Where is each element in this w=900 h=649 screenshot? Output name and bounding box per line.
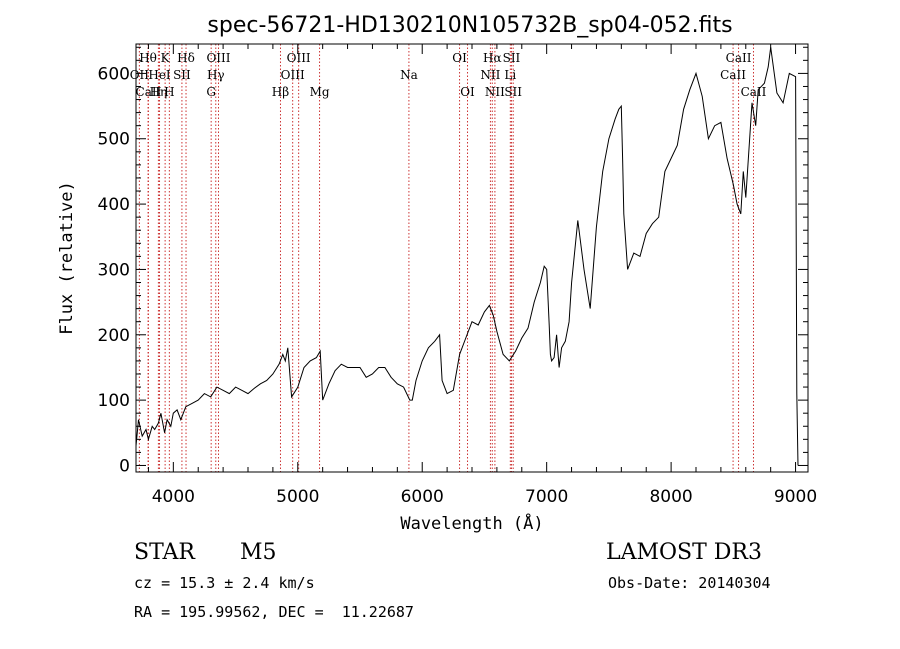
line-label: OII bbox=[130, 68, 150, 82]
line-label: CaII bbox=[720, 68, 746, 82]
y-tick-label: 600 bbox=[98, 64, 130, 84]
line-label: Hθ bbox=[139, 51, 157, 65]
y-tick-label: 200 bbox=[98, 326, 130, 346]
y-tick-label: 400 bbox=[98, 195, 130, 215]
survey-label: LAMOST DR3 bbox=[606, 540, 762, 565]
line-label: OI bbox=[460, 85, 475, 99]
x-tick-label: 4000 bbox=[152, 487, 195, 507]
line-label: Li bbox=[504, 68, 516, 82]
line-label: K bbox=[161, 51, 171, 65]
y-tick-label: 0 bbox=[119, 456, 130, 476]
line-label: CaII bbox=[136, 85, 162, 99]
line-label: CaII bbox=[741, 85, 767, 99]
line-label: OI bbox=[452, 51, 467, 65]
x-tick-label: 6000 bbox=[401, 487, 444, 507]
y-tick-label: 500 bbox=[98, 130, 130, 150]
y-tick-label: 300 bbox=[98, 260, 130, 280]
line-label: Hη bbox=[150, 85, 168, 99]
x-tick-label: 8000 bbox=[649, 487, 692, 507]
chart-title: spec-56721-HD130210N105732B_sp04-052.fit… bbox=[207, 13, 732, 38]
y-axis-label: Flux (relative) bbox=[57, 181, 77, 335]
x-tick-label: 5000 bbox=[276, 487, 319, 507]
plot-frame bbox=[135, 43, 809, 473]
line-label: Hγ bbox=[207, 68, 225, 82]
obs-date: Obs-Date: 20140304 bbox=[608, 574, 771, 592]
x-tick-label: 9000 bbox=[774, 487, 817, 507]
line-label: NII bbox=[480, 68, 500, 82]
line-label: Hβ bbox=[272, 85, 289, 99]
line-label: Na bbox=[400, 68, 418, 82]
object-class: STAR bbox=[134, 540, 195, 565]
line-label: HeI bbox=[148, 68, 171, 82]
line-label: SII bbox=[504, 85, 522, 99]
line-label: OIII bbox=[206, 51, 230, 65]
line-label: G bbox=[206, 85, 216, 99]
x-tick-label: 7000 bbox=[525, 487, 568, 507]
line-label: H bbox=[164, 85, 174, 99]
coordinates: RA = 195.99562, DEC = 11.22687 bbox=[134, 603, 414, 621]
line-label: SII bbox=[173, 68, 191, 82]
y-tick-label: 100 bbox=[98, 391, 130, 411]
x-axis-label: Wavelength (Å) bbox=[400, 512, 543, 534]
redshift-readout: cz = 15.3 ± 2.4 km/s bbox=[134, 574, 315, 592]
flux-series bbox=[135, 47, 799, 466]
line-label: Hα bbox=[483, 51, 502, 65]
line-label: OIII bbox=[281, 68, 305, 82]
line-label: CaII bbox=[726, 51, 752, 65]
line-label: SII bbox=[503, 51, 521, 65]
line-label: OIII bbox=[287, 51, 311, 65]
object-subclass: M5 bbox=[240, 540, 277, 565]
line-label: Hδ bbox=[177, 51, 195, 65]
line-label: Mg bbox=[310, 85, 330, 99]
line-label: NII bbox=[485, 85, 505, 99]
